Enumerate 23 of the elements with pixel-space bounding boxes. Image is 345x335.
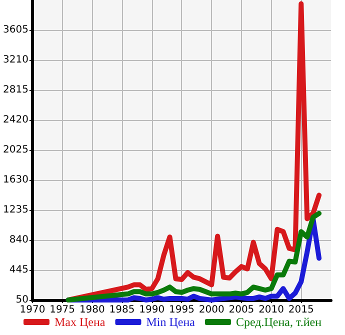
x-tick-label: 1985 bbox=[109, 304, 135, 316]
y-tick-label: 2420 bbox=[2, 114, 28, 126]
legend-label: Min Цена bbox=[146, 315, 196, 329]
y-tick-label: 840 bbox=[9, 234, 28, 246]
x-tick-label: 1980 bbox=[79, 304, 105, 316]
legend-label: Сред.Цена, т.йен bbox=[236, 315, 322, 329]
x-tick-label: 2010 bbox=[258, 304, 284, 316]
y-tick-label: 1235 bbox=[2, 204, 28, 216]
x-tick-label: 1995 bbox=[169, 304, 194, 316]
y-tick-label: 3210 bbox=[2, 54, 28, 66]
y-tick-label: 445 bbox=[9, 264, 28, 276]
legend-label: Max Цена bbox=[54, 315, 106, 329]
y-tick-label: 2815 bbox=[2, 84, 28, 96]
x-tick-label: 2000 bbox=[198, 304, 224, 316]
x-tick-label: 1970 bbox=[20, 304, 46, 316]
x-tick-label: 2015 bbox=[288, 304, 314, 316]
y-tick-label: 3605 bbox=[2, 24, 28, 36]
y-tick-label: 50 bbox=[16, 294, 28, 306]
y-tick-label: 1630 bbox=[2, 174, 28, 186]
x-tick-label: 2005 bbox=[228, 304, 254, 316]
y-tick-label: 2025 bbox=[2, 144, 28, 156]
x-tick-label: 1975 bbox=[50, 304, 76, 316]
x-tick-label: 1990 bbox=[139, 304, 165, 316]
